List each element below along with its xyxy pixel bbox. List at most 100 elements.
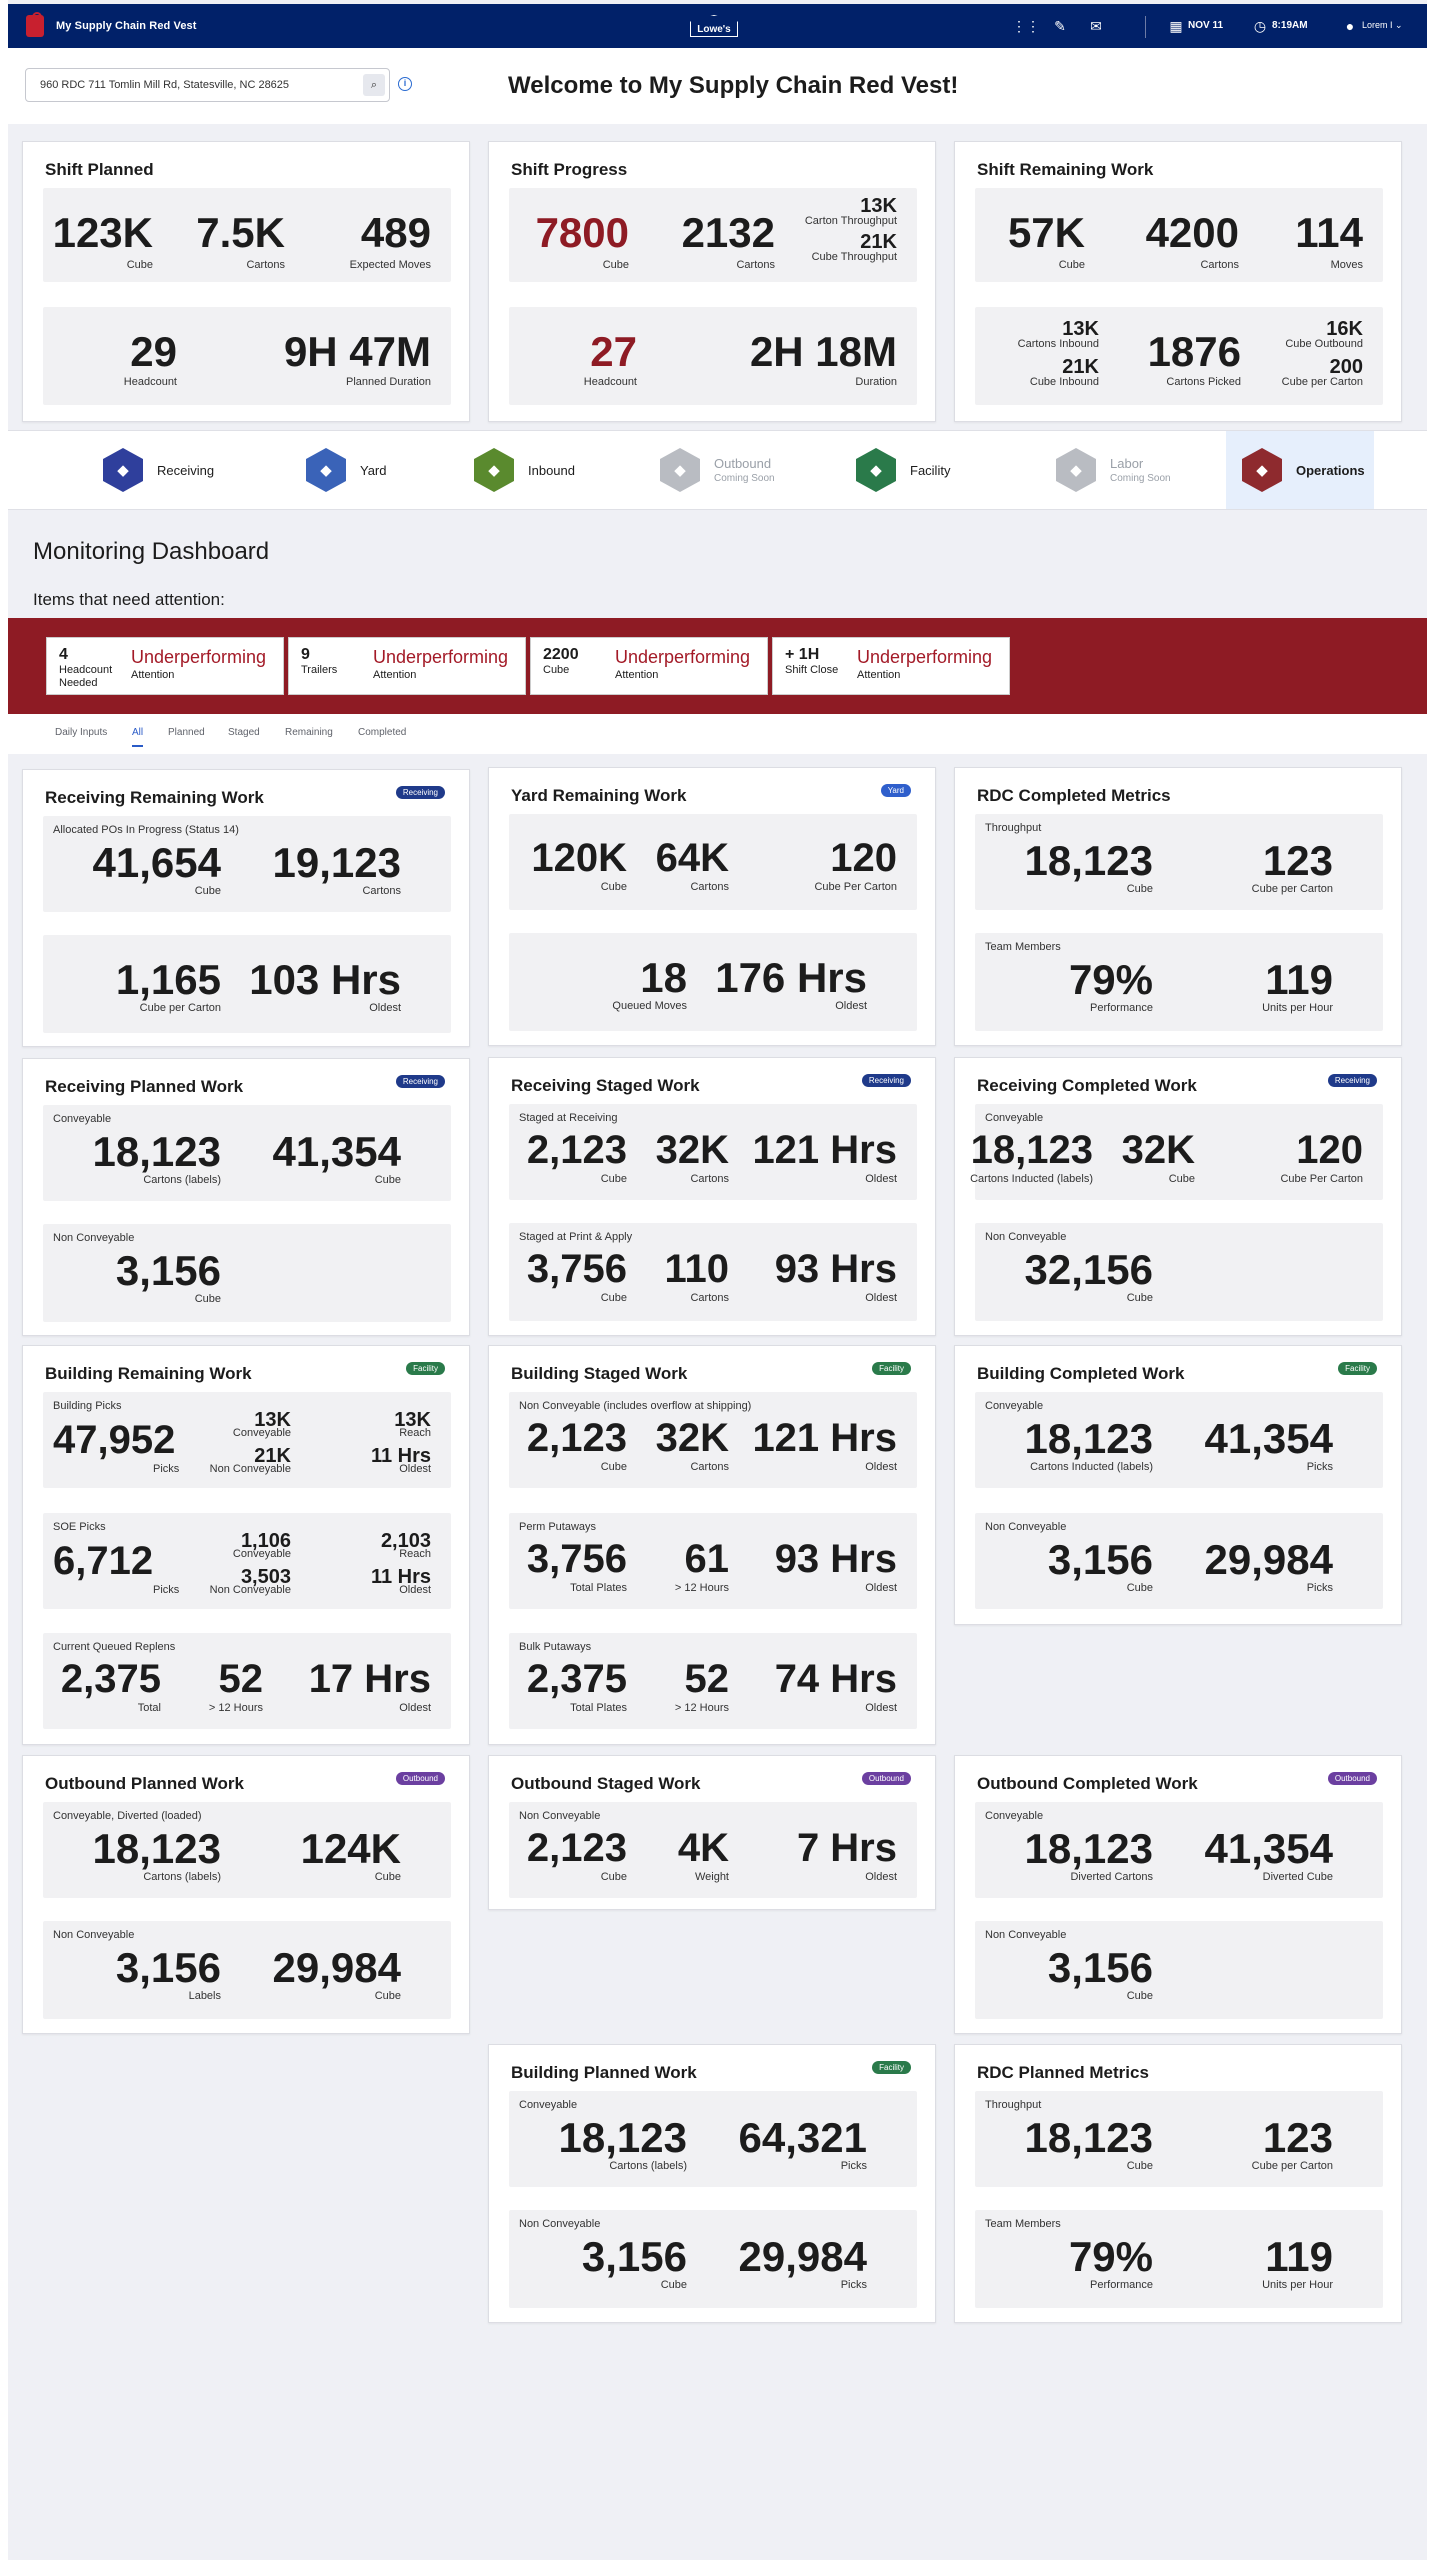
- apps-grid-icon[interactable]: ⋮⋮: [1012, 18, 1040, 34]
- lowes-logo[interactable]: Lowe's: [690, 15, 738, 37]
- info-icon[interactable]: i: [398, 77, 412, 91]
- nav-item-inbound[interactable]: ◆ Inbound: [474, 431, 575, 509]
- stat-value: 489: [360, 209, 431, 256]
- category-badge[interactable]: Outbound: [395, 1772, 445, 1785]
- chat-icon[interactable]: ✉: [1090, 18, 1102, 34]
- category-badge[interactable]: Receiving: [395, 786, 445, 799]
- stat-value: 93 Hrs: [774, 1247, 897, 1291]
- stat-panel: 18 Queued Moves 176 Hrs Oldest: [509, 933, 917, 1031]
- category-badge[interactable]: Yard: [880, 784, 911, 797]
- stat-label: Carton Throughput: [804, 215, 897, 227]
- stat-label: Cube: [1126, 1582, 1153, 1594]
- calendar-icon[interactable]: ▦: [1169, 18, 1183, 34]
- panel-title: Conveyable: [985, 1810, 1044, 1822]
- alert-status: Underperforming: [857, 647, 993, 667]
- inbound-forklift-icon: ◆: [474, 448, 514, 492]
- stat-value: 29,984: [1204, 1536, 1333, 1583]
- panel-title: Non Conveyable: [53, 1929, 135, 1941]
- panel-title: Allocated POs In Progress (Status 14): [53, 824, 239, 836]
- category-badge[interactable]: Outbound: [861, 1772, 911, 1785]
- stat-label: Cartons Picked: [1166, 376, 1241, 388]
- shift-progress-card: Shift Progress 7800 Cube 2132 Cartons 13…: [488, 141, 936, 422]
- tab-all[interactable]: All: [132, 727, 144, 747]
- stat-value: 110: [664, 1247, 729, 1291]
- stat-value: 41,354: [272, 1128, 401, 1175]
- nav-label: Facility: [910, 463, 950, 478]
- search-icon[interactable]: ⌕: [363, 74, 385, 96]
- alert-card[interactable]: + 1H Shift Close Underperforming Attention: [772, 637, 1010, 695]
- stat-label: Non Conveyable: [209, 1584, 291, 1596]
- nav-item-receiving[interactable]: ◆ Receiving: [103, 431, 214, 509]
- category-badge[interactable]: Receiving: [1327, 1074, 1377, 1087]
- metric-card: Receiving Remaining Work Receiving Allocat…: [22, 769, 470, 1047]
- tab-completed[interactable]: Completed: [358, 727, 407, 738]
- user-avatar-icon[interactable]: ●: [1345, 18, 1355, 34]
- category-badge[interactable]: Facility: [872, 1362, 911, 1375]
- header-date: NOV 11: [1188, 20, 1224, 31]
- stat-value: 7800: [535, 209, 629, 256]
- stat-value: 7 Hrs: [796, 1826, 897, 1870]
- category-badge[interactable]: Facility: [872, 2061, 911, 2074]
- user-menu[interactable]: Lorem I ⌄: [1362, 20, 1403, 31]
- nav-item-operations[interactable]: ◆ Operations: [1242, 431, 1365, 509]
- nav-item-facility[interactable]: ◆ Facility: [856, 431, 950, 509]
- stat-panel: Non Conveyable 3,156 Labels 29,984 Cube: [43, 1921, 451, 2019]
- tools-icon[interactable]: ✎: [1054, 18, 1066, 34]
- alert-sub: Attention: [615, 669, 659, 681]
- nav-label: Yard: [360, 463, 387, 478]
- stat-label: Cartons: [690, 1292, 729, 1304]
- header-time: 8:19AM: [1272, 20, 1308, 31]
- location-search-input[interactable]: 960 RDC 711 Tomlin Mill Rd, Statesville,…: [25, 68, 390, 102]
- tab-remaining[interactable]: Remaining: [285, 727, 333, 738]
- stat-panel: Staged at Print & Apply 3,756 Cube 110 Carto…: [509, 1223, 917, 1321]
- tab-staged[interactable]: Staged: [228, 727, 260, 738]
- stat-label: Cube: [602, 259, 629, 271]
- stat-label: Cube: [194, 885, 221, 897]
- stat-label: Cartons: [690, 1173, 729, 1185]
- nav-item-yard[interactable]: ◆ Yard: [306, 431, 387, 509]
- stat-panel: Team Members 79% Performance 119 Units per H…: [975, 933, 1383, 1031]
- metric-card: Building Remaining Work Facility Building …: [22, 1345, 470, 1745]
- stat-value: 3,756: [526, 1537, 627, 1581]
- card-title: Receiving Planned Work: [45, 1077, 244, 1096]
- category-badge[interactable]: Facility: [1338, 1362, 1377, 1375]
- stat-value: 13K: [254, 1409, 291, 1431]
- stat-value: 79%: [1068, 2233, 1153, 2280]
- alert-card[interactable]: 2200 Cube Underperforming Attention: [530, 637, 768, 695]
- metric-card: Receiving Completed Work Receiving Conveya…: [954, 1057, 1402, 1336]
- tab-planned[interactable]: Planned: [168, 727, 205, 738]
- stat-panel: 13K Cartons Inbound 21K Cube Inbound 187…: [975, 307, 1383, 405]
- stat-label: Diverted Cartons: [1070, 1871, 1153, 1883]
- chevron-down-icon: ⌄: [1395, 20, 1403, 30]
- stat-value: 3,156: [581, 2233, 687, 2280]
- category-badge[interactable]: Outbound: [1327, 1772, 1377, 1785]
- stat-label: Total Plates: [570, 1702, 627, 1714]
- stat-panel: Conveyable, Diverted (loaded) 18,123 Carto…: [43, 1802, 451, 1898]
- alert-card[interactable]: 9 Trailers Underperforming Attention: [288, 637, 526, 695]
- stat-value: 9H 47M: [283, 328, 431, 375]
- stat-label: Oldest: [399, 1702, 431, 1714]
- stat-value: 7.5K: [196, 209, 285, 256]
- stat-panel: 27 Headcount 2H 18M Duration: [509, 307, 917, 405]
- stat-label: Oldest: [865, 1871, 897, 1883]
- nav-item-outbound[interactable]: ◆ Outbound Coming Soon: [660, 431, 775, 509]
- tab-daily-inputs[interactable]: Daily Inputs: [55, 727, 108, 738]
- stat-label: Moves: [1330, 259, 1363, 271]
- stat-value: 29,984: [272, 1944, 401, 1991]
- alert-card[interactable]: 4 Headcount Needed Underperforming Attentio…: [46, 637, 284, 695]
- nav-label: Outbound Coming Soon: [714, 456, 775, 484]
- alert-band: 4 Headcount Needed Underperforming Attentio…: [8, 618, 1427, 714]
- stat-value: 52: [684, 1657, 730, 1701]
- category-badge[interactable]: Receiving: [395, 1075, 445, 1088]
- alert-value: + 1H: [785, 646, 820, 663]
- stat-panel: Non Conveyable 3,156 Cube 29,984 Picks: [509, 2210, 917, 2308]
- stat-label: Cube: [374, 1990, 401, 2002]
- stat-panel: Current Queued Replens 2,375 Total 52 > 12 H…: [43, 1633, 451, 1729]
- stat-panel: 123K Cube 7.5K Cartons 489 Expected Move…: [43, 188, 451, 282]
- stat-value: 93 Hrs: [774, 1537, 897, 1581]
- nav-item-labor[interactable]: ◆ Labor Coming Soon: [1056, 431, 1171, 509]
- category-badge[interactable]: Facility: [406, 1362, 445, 1375]
- stat-panel: Non Conveyable (includes overflow at shi…: [509, 1392, 917, 1488]
- stat-panel: Allocated POs In Progress (Status 14) 41,…: [43, 816, 451, 912]
- category-badge[interactable]: Receiving: [861, 1074, 911, 1087]
